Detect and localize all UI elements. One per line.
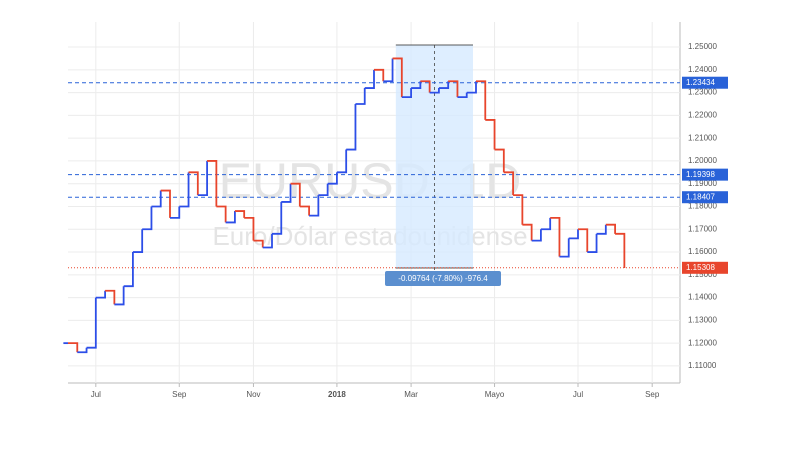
price-segment [225, 211, 236, 224]
price-label: 1.19398 [686, 170, 715, 179]
price-segment [531, 229, 542, 242]
price-segment [457, 92, 468, 99]
price-segment [374, 68, 385, 82]
price-segment [355, 88, 366, 105]
y-tick-label: 1.16000 [688, 247, 717, 256]
x-tick-label: Jul [573, 390, 583, 399]
y-tick-label: 1.13000 [688, 315, 717, 324]
price-segment [476, 80, 487, 120]
price-label-box [682, 168, 728, 181]
price-segment [151, 190, 162, 208]
price-segment [568, 229, 579, 240]
x-tick-label: 2018 [328, 390, 346, 399]
price-segment [95, 290, 106, 299]
price-segment [216, 205, 227, 223]
price-segment [244, 216, 255, 241]
y-tick-label: 1.14000 [688, 293, 717, 302]
x-tick-label: Mar [404, 390, 418, 399]
x-tick-label: Jul [91, 390, 101, 399]
x-tick-label: Sep [172, 390, 187, 399]
watermark-subtitle: Euro/Dólar estadounidense [212, 221, 527, 251]
price-segment [281, 183, 292, 203]
x-tick-label: Sep [645, 390, 660, 399]
price-segment [411, 81, 422, 89]
price-segment [234, 210, 246, 218]
price-segment [262, 233, 273, 249]
price-segment [578, 228, 589, 253]
y-tick-label: 1.25000 [688, 42, 717, 51]
price-segment [272, 201, 283, 235]
price-segment [318, 183, 329, 196]
price-segment [429, 88, 440, 94]
price-segment [179, 172, 190, 208]
price-segment [596, 224, 607, 235]
y-tick-label: 1.20000 [688, 156, 717, 165]
price-segment [550, 216, 561, 257]
price-segment [77, 347, 88, 354]
price-segment [170, 206, 181, 219]
measure-label: -0.09764 (-7.80%) -976.4 [398, 274, 488, 283]
price-segment [540, 217, 552, 231]
x-tick-label: Nov [246, 390, 260, 399]
price-segment [299, 205, 310, 216]
price-segment [494, 148, 505, 173]
price-label-box [682, 191, 728, 204]
price-segment [448, 80, 459, 98]
price-segment [466, 81, 477, 94]
price-segment [383, 58, 394, 83]
price-segment [68, 342, 79, 353]
price-segment [105, 289, 116, 305]
price-segment [364, 69, 375, 89]
y-tick-label: 1.23000 [688, 88, 717, 97]
price-segment [336, 149, 348, 174]
price-segment [160, 189, 171, 218]
price-segment [392, 57, 403, 98]
price-label: 1.15308 [686, 263, 715, 272]
price-label: 1.23434 [686, 78, 715, 87]
measure-label-box [385, 271, 501, 286]
price-segment [114, 286, 125, 306]
y-tick-label: 1.15000 [688, 270, 717, 279]
y-tick-label: 1.19000 [688, 179, 717, 188]
price-segment [207, 160, 218, 207]
price-segment [309, 195, 320, 217]
price-label: 1.18407 [686, 192, 715, 201]
price-label-box [682, 261, 728, 274]
price-segment [123, 252, 134, 288]
price-segment [559, 238, 570, 258]
background-layer [68, 22, 681, 384]
measure-range [395, 45, 473, 268]
x-tick-label: Mayo [485, 390, 505, 399]
price-segment [485, 119, 496, 150]
price-segment [86, 297, 97, 349]
price-segment [327, 172, 338, 185]
price-segment [420, 80, 431, 93]
price-segment [253, 239, 264, 248]
price-segment [615, 232, 626, 268]
price-segment [513, 194, 524, 225]
price-segment [605, 223, 616, 234]
price-segment [197, 160, 208, 196]
y-tick-label: 1.12000 [688, 338, 717, 347]
price-label-box [682, 76, 728, 89]
price-segment [290, 182, 301, 207]
price-segment [522, 223, 533, 241]
price-segment [401, 88, 412, 99]
price-segment [188, 171, 199, 196]
price-segment [346, 103, 357, 151]
y-tick-label: 1.22000 [688, 110, 717, 119]
price-segment [142, 206, 153, 231]
price-segment [132, 229, 144, 253]
y-tick-label: 1.18000 [688, 202, 717, 211]
price-segment [438, 81, 450, 89]
y-tick-label: 1.24000 [688, 65, 717, 74]
y-tick-label: 1.17000 [688, 224, 717, 233]
price-segment [587, 233, 598, 253]
y-tick-label: 1.11000 [688, 361, 717, 370]
watermark-title: EURUSD, 1D [219, 153, 522, 209]
price-segment [503, 171, 514, 196]
y-tick-label: 1.21000 [688, 133, 717, 142]
